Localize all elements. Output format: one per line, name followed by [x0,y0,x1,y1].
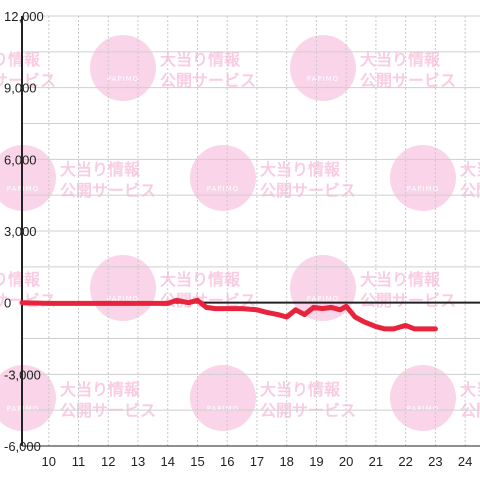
x-tick-label: 16 [220,454,234,469]
watermark-brand: PAPIMO [307,75,339,83]
watermark-circle [290,255,356,321]
watermark-brand: PAPIMO [107,75,139,83]
watermark-circle [0,145,56,211]
watermark-line2: 公開サービス [160,291,256,310]
x-tick-label: 15 [190,454,204,469]
y-tick-label: 12,000 [4,9,44,24]
watermark-circle [190,145,256,211]
watermark-line1: 大当り情報 [260,380,341,399]
watermark-circle [390,365,456,431]
x-tick-label: 10 [42,454,56,469]
y-tick-label: 3,000 [4,224,37,239]
watermark-line2: 公開サービス [0,71,56,90]
watermark-layer: PAPIMO大当り情報公開サービスPAPIMO大当り情報公開サービスPAPIMO… [0,35,480,431]
watermark-line1: 大当り情報 [360,270,441,289]
y-tick-label: -3,000 [4,367,41,382]
watermark-brand: PAPIMO [307,295,339,303]
x-tick-label: 23 [428,454,442,469]
watermark-circle [0,365,56,431]
watermark-circle [90,255,156,321]
y-tick-label: -6,000 [4,439,41,454]
watermark-circle [190,365,256,431]
watermark-brand: PAPIMO [107,295,139,303]
watermark-line1: 大当り情報 [260,160,341,179]
y-tick-label: 6,000 [4,152,37,167]
watermark-line2: 公開サービス [360,291,456,310]
watermark-line2: 公開サービス [460,181,480,200]
watermark-brand: PAPIMO [207,185,239,193]
x-tick-label: 17 [250,454,264,469]
watermark-line1: 大当り情報 [60,380,141,399]
watermark-line1: 大当り情報 [460,380,480,399]
watermark-line1: 大当り情報 [60,160,141,179]
watermark-line2: 公開サービス [360,71,456,90]
watermark-brand: PAPIMO [207,405,239,413]
y-tick-label: 9,000 [4,81,37,96]
y-tick-label: 0 [4,296,11,311]
watermark-line1: 大当り情報 [0,50,41,69]
x-tick-label: 13 [131,454,145,469]
x-tick-label: 14 [160,454,174,469]
x-tick-label: 21 [369,454,383,469]
x-tick-label: 11 [72,454,86,469]
watermark-circle [90,35,156,101]
watermark-brand: PAPIMO [407,185,439,193]
x-tick-label: 22 [398,454,412,469]
x-tick-label: 19 [309,454,323,469]
series-line [19,297,438,332]
watermark-line1: 大当り情報 [360,50,441,69]
watermark-circle [390,145,456,211]
x-tick-label: 20 [339,454,353,469]
watermark-line1: 大当り情報 [160,50,241,69]
series-layer [19,297,438,332]
watermark-line1: 大当り情報 [0,270,41,289]
watermark-line1: 大当り情報 [160,270,241,289]
x-tick-label: 18 [279,454,293,469]
x-tick-label: 12 [101,454,115,469]
x-tick-label: 24 [458,454,472,469]
watermark-line2: 公開サービス [160,71,256,90]
watermark-brand: PAPIMO [407,405,439,413]
watermark-line2: 公開サービス [260,181,356,200]
watermark-line1: 大当り情報 [460,160,480,179]
